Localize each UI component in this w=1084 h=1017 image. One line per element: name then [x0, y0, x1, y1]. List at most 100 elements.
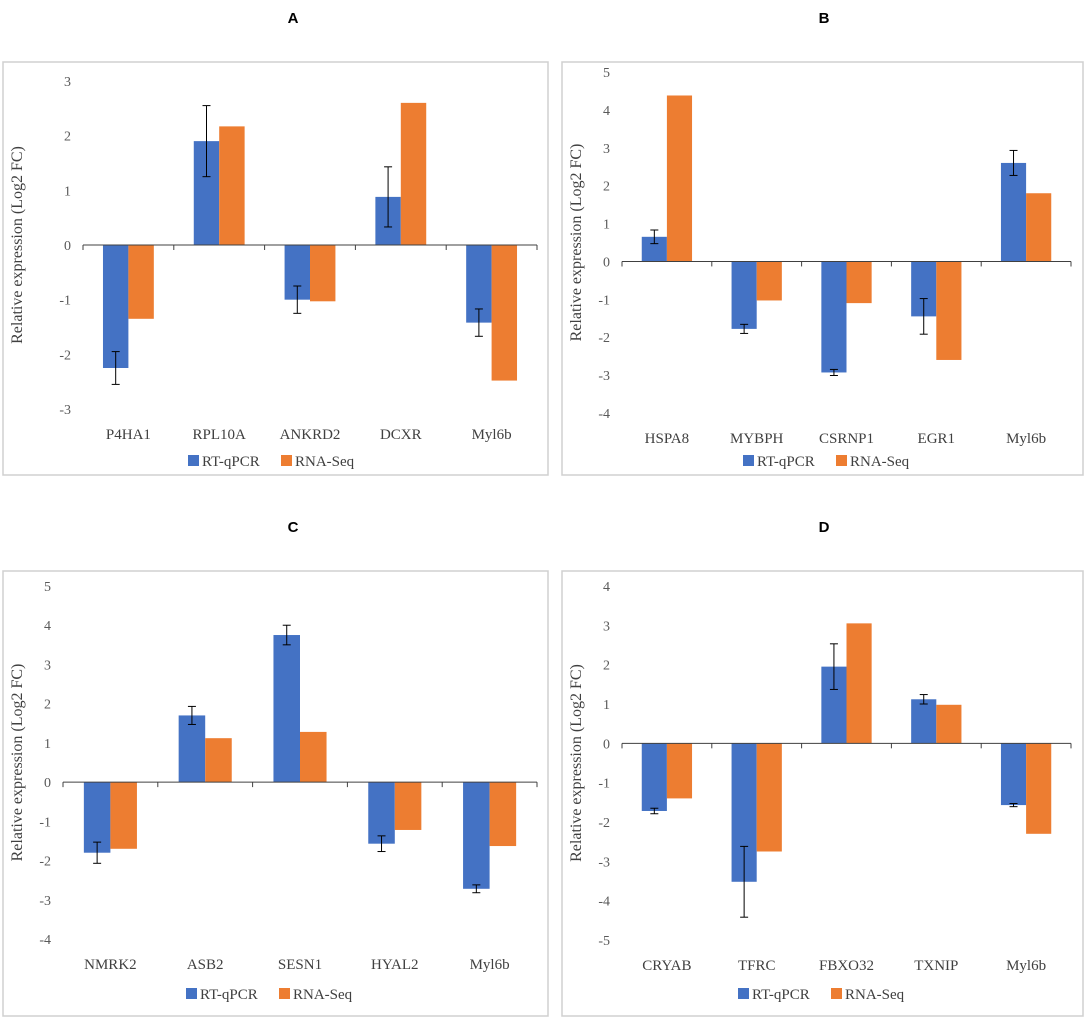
bar-rtqpcr — [178, 715, 206, 783]
y-tick-label: -3 — [59, 403, 71, 418]
x-category-label: ANKRD2 — [280, 427, 341, 443]
bar-rnaseq — [666, 95, 693, 262]
y-tick-label: 2 — [603, 659, 610, 674]
legend-label-rtqpcr: RT-qPCR — [757, 454, 815, 470]
x-category-label: MYBPH — [730, 431, 784, 447]
x-category-label: TFRC — [738, 958, 776, 974]
y-axis-label: Relative expression (Log2 FC) — [9, 146, 26, 344]
bar-rnaseq — [846, 623, 872, 744]
y-tick-label: 2 — [44, 698, 51, 713]
y-tick-label: 0 — [603, 737, 610, 752]
bar-rnaseq — [936, 704, 962, 744]
panel-letter: D — [819, 519, 830, 536]
legend-swatch-rtqpcr — [743, 455, 754, 466]
x-category-label: Myl6b — [1006, 958, 1046, 974]
y-tick-label: 2 — [603, 180, 610, 195]
bar-rtqpcr — [641, 743, 667, 811]
y-tick-label: 0 — [64, 239, 71, 254]
legend-label-rnaseq: RNA-Seq — [293, 987, 353, 1003]
y-axis-label: Relative expression (Log2 FC) — [568, 664, 585, 862]
x-category-label: FBXO32 — [819, 958, 874, 974]
panel-letter: C — [288, 519, 299, 536]
bar-rnaseq — [310, 245, 336, 302]
x-category-label: HYAL2 — [371, 957, 419, 973]
legend-label-rtqpcr: RT-qPCR — [202, 454, 260, 470]
bar-rnaseq — [1026, 193, 1052, 262]
bar-rnaseq — [1026, 743, 1052, 834]
legend-swatch-rtqpcr — [738, 988, 749, 999]
bar-rtqpcr — [731, 261, 757, 329]
bar-rtqpcr — [368, 782, 395, 844]
y-tick-label: -3 — [598, 855, 610, 870]
bar-rtqpcr — [911, 699, 937, 744]
x-category-label: ASB2 — [187, 957, 224, 973]
legend-swatch-rtqpcr — [188, 455, 199, 466]
bar-rnaseq — [110, 782, 137, 849]
y-tick-label: 0 — [603, 255, 610, 270]
legend-label-rnaseq: RNA-Seq — [845, 987, 905, 1003]
legend-swatch-rnaseq — [281, 455, 292, 466]
legend-swatch-rnaseq — [836, 455, 847, 466]
bar-rnaseq — [400, 102, 427, 245]
bar-rtqpcr — [273, 635, 300, 783]
bar-rnaseq — [219, 126, 245, 245]
x-category-label: TXNIP — [914, 958, 958, 974]
y-tick-label: 4 — [44, 619, 51, 634]
legend-label-rnaseq: RNA-Seq — [850, 454, 910, 470]
legend-label-rnaseq: RNA-Seq — [295, 454, 355, 470]
x-category-label: P4HA1 — [106, 427, 151, 443]
chart-frame — [2, 570, 549, 1017]
y-tick-label: 3 — [64, 75, 71, 90]
y-tick-label: 5 — [44, 580, 51, 595]
x-category-label: Myl6b — [470, 957, 510, 973]
bar-rtqpcr — [821, 261, 847, 373]
legend-swatch-rnaseq — [831, 988, 842, 999]
y-tick-label: 4 — [603, 580, 610, 595]
bar-rnaseq — [756, 261, 782, 301]
y-tick-label: -4 — [598, 407, 610, 422]
x-category-label: CRYAB — [642, 958, 691, 974]
y-tick-label: 3 — [603, 619, 610, 634]
y-tick-label: 1 — [44, 737, 51, 752]
bar-rnaseq — [394, 782, 422, 830]
y-tick-label: -3 — [39, 894, 51, 909]
chart-panel-d: D 4 3 2 1 0 -1 -2 -3 -4 -5 Relative expression (Log… — [561, 519, 1084, 1017]
bar-rnaseq — [491, 245, 518, 381]
legend-swatch-rtqpcr — [186, 988, 197, 999]
y-tick-label: -2 — [598, 816, 610, 831]
bar-rnaseq — [936, 261, 962, 360]
y-tick-label: -2 — [59, 348, 71, 363]
bar-rnaseq — [756, 743, 782, 852]
panel-letter: A — [288, 10, 299, 27]
panel-letter: B — [819, 10, 830, 27]
x-category-label: Myl6b — [1006, 431, 1046, 447]
bar-rtqpcr — [83, 782, 111, 853]
legend-label-rtqpcr: RT-qPCR — [200, 987, 258, 1003]
y-axis-label: Relative expression (Log2 FC) — [9, 664, 26, 862]
x-category-label: HSPA8 — [645, 431, 689, 447]
y-tick-label: -5 — [598, 934, 610, 949]
chart-panel-b: B 5 4 3 2 1 0 -1 -2 -3 -4 Relative expression (Log2… — [561, 10, 1084, 476]
x-category-label: EGR1 — [918, 431, 956, 447]
chart-panel-a: A 3 2 1 0 -1 -2 -3 Relative expression (Log2 FC)… — [2, 10, 549, 476]
y-tick-label: -1 — [39, 815, 51, 830]
y-tick-label: 1 — [64, 184, 71, 199]
bar-rnaseq — [300, 731, 327, 783]
bar-rtqpcr — [463, 782, 490, 889]
y-tick-label: -1 — [59, 294, 71, 309]
y-axis-label: Relative expression (Log2 FC) — [568, 144, 585, 342]
legend-label-rtqpcr: RT-qPCR — [752, 987, 810, 1003]
x-category-label: Myl6b — [472, 427, 512, 443]
bar-rtqpcr — [1000, 743, 1027, 806]
chart-panel-c: C 5 4 3 2 1 0 -1 -2 -3 -4 Relative expression (Log2… — [2, 519, 549, 1017]
y-tick-label: -4 — [598, 895, 610, 910]
y-tick-label: -1 — [598, 777, 610, 792]
chart-frame — [561, 570, 1084, 1017]
legend-swatch-rnaseq — [279, 988, 290, 999]
y-tick-label: -4 — [39, 933, 51, 948]
y-tick-label: -2 — [598, 331, 610, 346]
bar-rnaseq — [489, 782, 517, 847]
x-category-label: SESN1 — [278, 957, 322, 973]
bar-rnaseq — [846, 261, 872, 304]
